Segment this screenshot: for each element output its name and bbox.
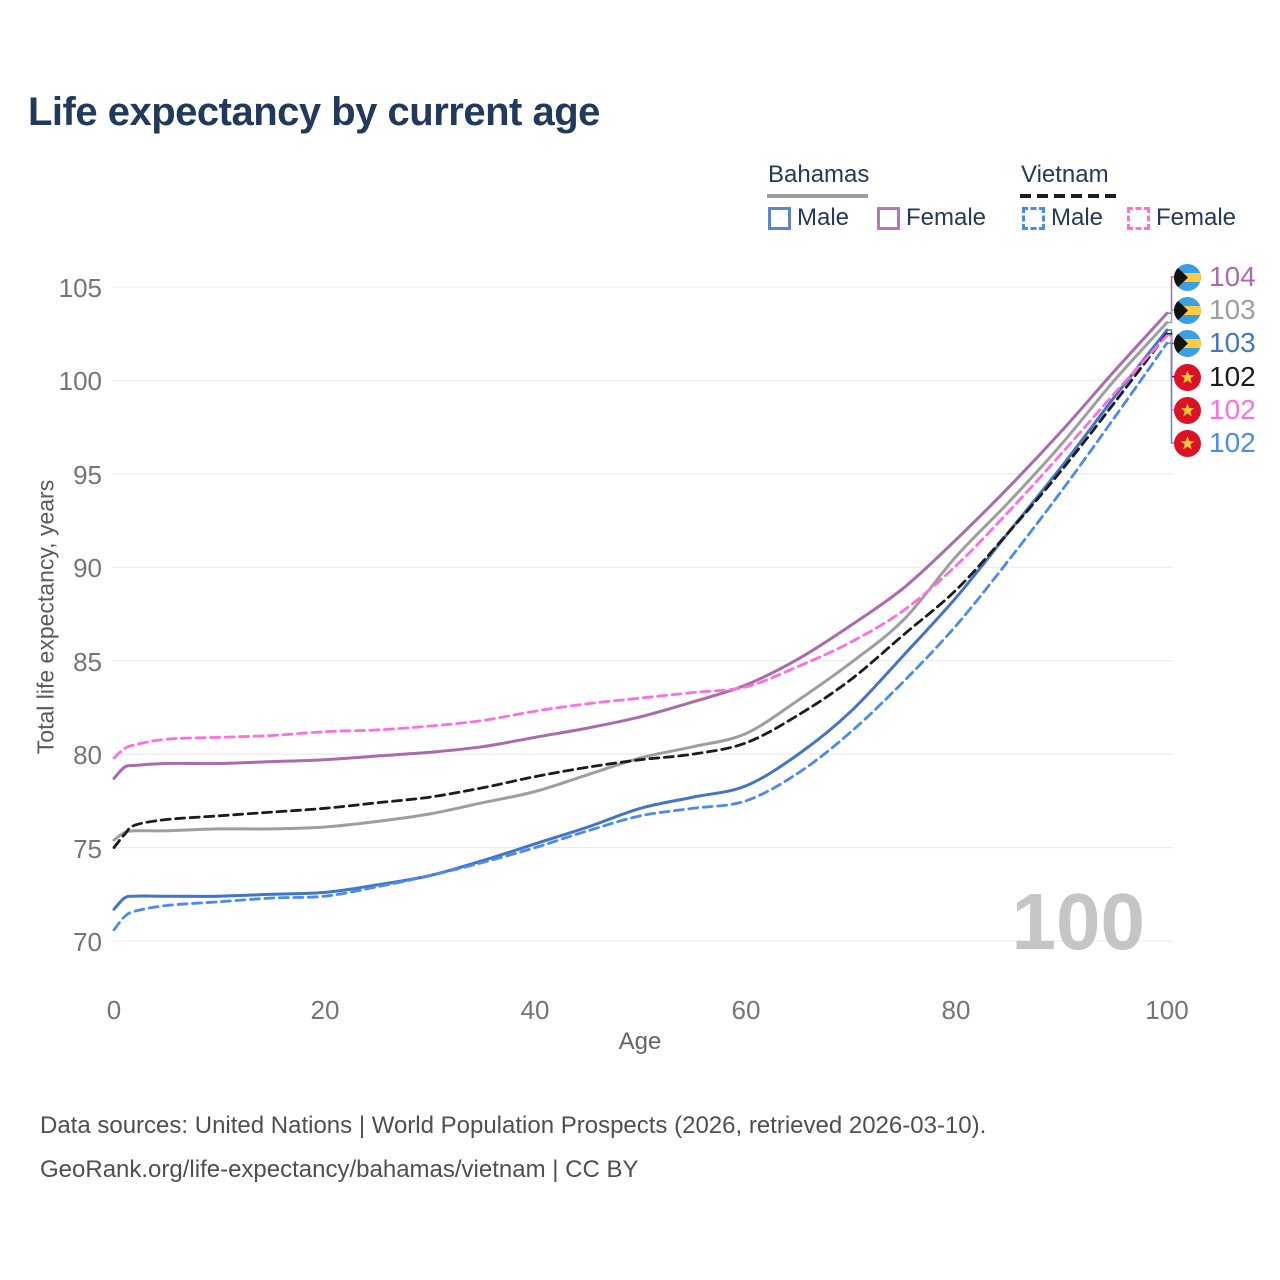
age-watermark: 100 <box>1011 877 1145 966</box>
end-label-row: 102 <box>1174 362 1256 392</box>
y-tick-label: 80 <box>73 740 102 770</box>
x-tick-label: 100 <box>1145 995 1189 1025</box>
x-tick-label: 60 <box>731 995 761 1025</box>
end-label-value: 102 <box>1209 361 1256 392</box>
end-label-connector <box>1167 342 1176 444</box>
end-label-row: 102 <box>1174 428 1256 458</box>
series-line-bahamas-male <box>112 328 1169 911</box>
end-label-row: 103 <box>1174 328 1256 358</box>
y-tick-label: 90 <box>73 553 102 583</box>
y-tick-label: 105 <box>58 273 102 303</box>
footer-data-sources: Data sources: United Nations | World Pop… <box>40 1112 987 1139</box>
chart-title: Life expectancy by current age <box>28 90 600 134</box>
legend-label-bahamas-male[interactable]: Male <box>797 204 850 231</box>
legend-label-vietnam-female[interactable]: Female <box>1156 204 1237 231</box>
legend-label-bahamas-female[interactable]: Female <box>906 204 987 231</box>
end-label-connector <box>1167 276 1176 314</box>
end-label-value: 102 <box>1209 394 1256 425</box>
end-label-value: 102 <box>1209 427 1256 458</box>
x-tick-label: 0 <box>106 995 122 1025</box>
legend-swatch-bahamas-male[interactable] <box>768 207 791 230</box>
y-tick-label: 75 <box>73 834 102 864</box>
bahamas-flag-icon <box>1174 296 1201 324</box>
series-line-vietnam-both-sexes <box>112 332 1169 849</box>
footer-attribution: Data sources: United Nations | World Pop… <box>40 1104 986 1192</box>
end-label-row: 102 <box>1174 395 1256 425</box>
x-axis-title: Age <box>618 1028 662 1055</box>
end-label-value: 103 <box>1209 294 1256 325</box>
legend-label-vietnam-male[interactable]: Male <box>1051 204 1104 231</box>
end-label-row: 103 <box>1174 295 1256 325</box>
bahamas-flag-icon <box>1174 329 1201 357</box>
series-line-vietnam-female <box>112 334 1169 760</box>
end-label-connector <box>1167 309 1176 324</box>
y-axis-title: Total life expectancy, years <box>32 479 59 755</box>
legend-country-bahamas: Bahamas <box>768 161 870 188</box>
legend-swatch-vietnam-female[interactable] <box>1127 207 1150 230</box>
bahamas-flag-icon <box>1174 263 1201 291</box>
vietnam-flag-icon <box>1174 396 1201 424</box>
y-tick-label: 95 <box>73 460 102 490</box>
x-tick-label: 80 <box>941 995 971 1025</box>
legend-bahamas-line-swatch <box>767 194 868 198</box>
legend-vietnam-line-swatch <box>1020 194 1117 198</box>
y-tick-label: 85 <box>73 647 102 677</box>
y-tick-label: 70 <box>73 927 102 957</box>
end-label-value: 103 <box>1209 327 1256 358</box>
vietnam-flag-icon <box>1174 429 1201 457</box>
vietnam-flag-icon <box>1174 363 1201 391</box>
y-tick-label: 100 <box>58 366 102 396</box>
end-label-value: 104 <box>1209 261 1256 292</box>
legend-swatch-vietnam-male[interactable] <box>1022 207 1045 230</box>
series-line-bahamas-female <box>112 311 1169 780</box>
x-tick-label: 20 <box>310 995 340 1025</box>
footer-license: GeoRank.org/life-expectancy/bahamas/viet… <box>40 1156 639 1183</box>
series-line-bahamas-both-sexes <box>112 321 1169 842</box>
end-label-row: 104 <box>1174 262 1256 292</box>
x-tick-label: 40 <box>520 995 550 1025</box>
legend-swatch-bahamas-female[interactable] <box>877 207 900 230</box>
series-line-vietnam-male <box>112 341 1169 932</box>
legend-country-vietnam: Vietnam <box>1021 161 1109 188</box>
